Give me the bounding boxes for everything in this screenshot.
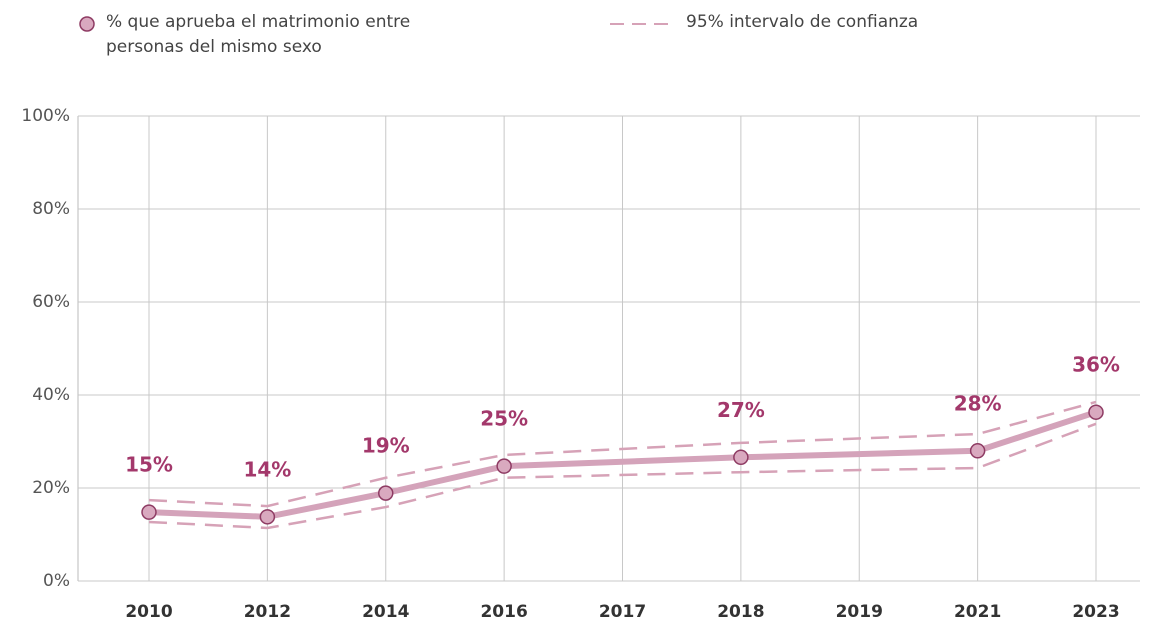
x-tick-label: 2018 [717,602,764,622]
interval-line [148,400,1097,508]
point [733,449,749,466]
point [969,443,986,459]
point [496,458,512,474]
y-tick-label: 40% [32,385,70,405]
y-tick-label: 80% [32,199,70,219]
data-label: 19% [362,434,410,458]
data-label: 28% [954,391,1002,415]
interval-line [148,422,1097,530]
data-label: 25% [480,407,528,431]
x-tick-label: 2012 [244,602,291,622]
x-tick-label: 2010 [125,602,172,622]
x-tick-label: 2023 [1072,602,1119,622]
x-tick-label: 2021 [954,602,1001,622]
legend-label: 95% intervalo de confianza [686,12,919,32]
legend-marker [79,16,95,32]
x-tick-label: 2017 [599,602,646,622]
data-label: 36% [1072,353,1120,377]
x-tick-label: 2016 [480,602,527,622]
x-tick-label: 2019 [836,602,883,622]
data-label: 27% [717,398,765,422]
y-tick-label: 0% [43,571,70,591]
legend-label: % que aprueba el matrimonio entre person… [106,12,411,57]
y-tick-label: 60% [32,292,70,312]
x-tick-label: 2014 [362,602,409,622]
y-tick-label: 100% [21,106,70,126]
point [259,509,276,525]
data-label: 14% [243,457,291,481]
point [141,504,157,520]
y-tick-label: 20% [32,478,70,498]
point [378,485,394,501]
point [1088,404,1104,420]
data-label: 15% [125,453,173,477]
